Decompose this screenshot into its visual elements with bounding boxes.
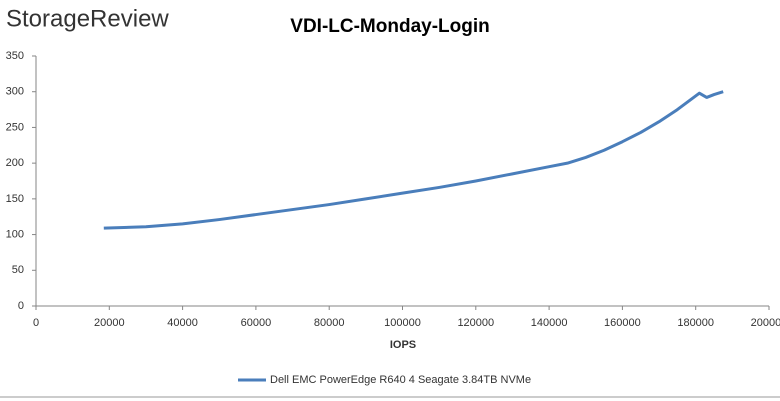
x-tick-label: 20000 bbox=[94, 317, 125, 329]
x-tick-label: 40000 bbox=[167, 317, 198, 329]
y-tick-label: 300 bbox=[6, 86, 24, 98]
y-tick-label: 200 bbox=[6, 157, 24, 169]
x-axis-label: IOPS bbox=[390, 339, 416, 351]
x-tick-label: 180000 bbox=[677, 317, 714, 329]
x-tick-label: 140000 bbox=[531, 317, 568, 329]
x-tick-label: 200000 bbox=[751, 317, 780, 329]
x-tick-label: 160000 bbox=[604, 317, 641, 329]
chart-title: VDI-LC-Monday-Login bbox=[290, 16, 489, 37]
y-tick-label: 0 bbox=[18, 300, 24, 312]
x-tick-label: 80000 bbox=[314, 317, 345, 329]
legend-label: Dell EMC PowerEdge R640 4 Seagate 3.84TB… bbox=[270, 374, 531, 386]
x-tick-label: 120000 bbox=[457, 317, 494, 329]
x-tick-label: 100000 bbox=[384, 317, 421, 329]
x-tick-label: 0 bbox=[33, 317, 39, 329]
y-tick-label: 150 bbox=[6, 193, 24, 205]
y-tick-label: 350 bbox=[6, 50, 24, 62]
y-tick-label: 100 bbox=[6, 228, 24, 240]
x-tick-label: 60000 bbox=[241, 317, 272, 329]
y-tick-label: 250 bbox=[6, 121, 24, 133]
logo: StorageReview bbox=[6, 5, 169, 32]
data-line bbox=[103, 90, 724, 230]
y-tick-label: 50 bbox=[12, 264, 24, 276]
